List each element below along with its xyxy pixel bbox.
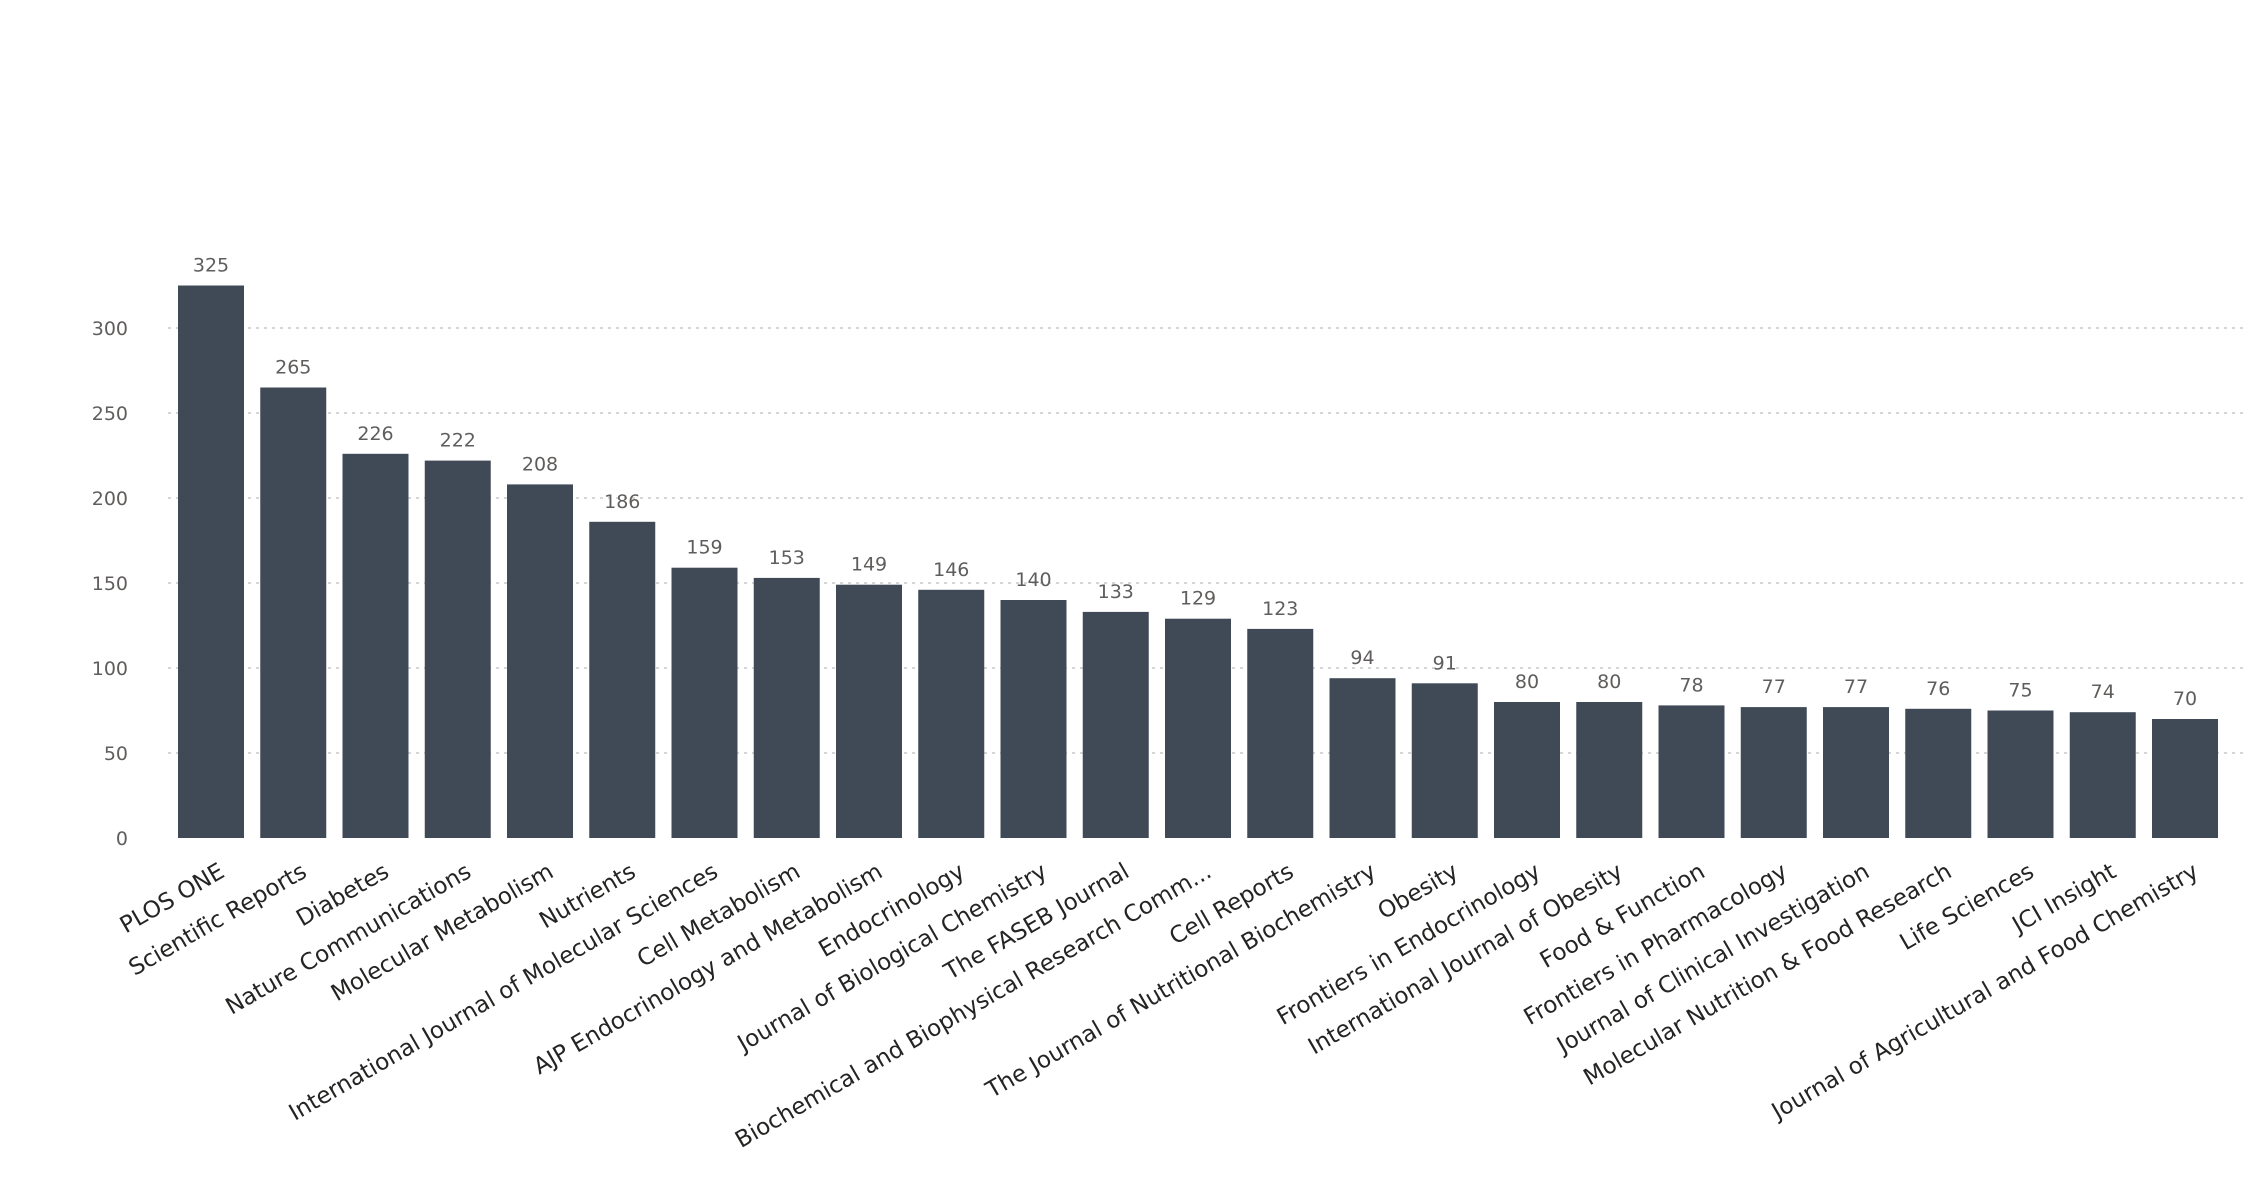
data-label: 149: [851, 554, 887, 576]
data-label: 159: [686, 537, 722, 559]
bar[interactable]: [1658, 705, 1725, 838]
bar[interactable]: [1165, 618, 1231, 838]
data-label: 123: [1262, 598, 1298, 620]
y-tick-label: 300: [92, 318, 128, 340]
bar[interactable]: [1082, 611, 1149, 838]
data-label: 76: [1926, 678, 1950, 700]
bar[interactable]: [2152, 719, 2218, 838]
data-label: 226: [357, 423, 393, 445]
y-tick-label: 250: [92, 403, 128, 425]
bar[interactable]: [1494, 702, 1560, 838]
bar[interactable]: [671, 567, 738, 838]
data-label: 77: [1762, 676, 1786, 698]
y-tick-label: 50: [104, 743, 128, 765]
y-axis-ticks: 0 50 100 150 200 250 300: [92, 318, 128, 850]
y-tick-label: 150: [92, 573, 128, 595]
data-label: 325: [193, 255, 229, 277]
bar[interactable]: [260, 387, 327, 839]
bar[interactable]: [342, 453, 409, 838]
bar[interactable]: [1823, 707, 1889, 838]
bar[interactable]: [178, 285, 244, 839]
y-tick-label: 200: [92, 488, 128, 510]
data-label: 75: [2008, 680, 2032, 702]
data-label: 80: [1597, 671, 1621, 693]
bar[interactable]: [753, 577, 820, 838]
data-label: 222: [440, 430, 476, 452]
y-tick-label: 100: [92, 658, 128, 680]
data-labels: 325 265 226 222 208 186 159 153 149 146 140 133 129 1…: [193, 255, 2197, 711]
bar[interactable]: [589, 521, 656, 838]
data-label: 146: [933, 559, 969, 581]
data-label: 153: [769, 547, 805, 569]
data-label: 140: [1015, 569, 1051, 591]
bar[interactable]: [1987, 710, 2054, 839]
data-label: 78: [1679, 674, 1703, 696]
data-label: 265: [275, 357, 311, 379]
y-tick-label: 0: [116, 828, 128, 850]
bar[interactable]: [1740, 707, 1807, 838]
bar[interactable]: [1247, 628, 1314, 838]
data-label: 208: [522, 453, 558, 475]
bar[interactable]: [424, 460, 491, 838]
bar[interactable]: [507, 484, 573, 838]
data-label: 70: [2173, 688, 2197, 710]
data-label: 77: [1844, 676, 1868, 698]
bar[interactable]: [2069, 712, 2136, 838]
bar[interactable]: [1411, 683, 1478, 838]
data-label: 80: [1515, 671, 1539, 693]
data-label: 74: [2091, 681, 2115, 703]
data-label: 186: [604, 491, 640, 513]
data-label: 91: [1433, 652, 1457, 674]
data-label: 129: [1180, 588, 1216, 610]
bar[interactable]: [1905, 708, 1972, 838]
bar[interactable]: [918, 589, 985, 838]
bar[interactable]: [1000, 600, 1067, 838]
data-label: 133: [1098, 581, 1134, 603]
bars: [178, 285, 2218, 839]
bar[interactable]: [1576, 702, 1643, 838]
data-label: 94: [1350, 647, 1374, 669]
bar[interactable]: [1329, 678, 1396, 838]
bar[interactable]: [836, 584, 902, 838]
